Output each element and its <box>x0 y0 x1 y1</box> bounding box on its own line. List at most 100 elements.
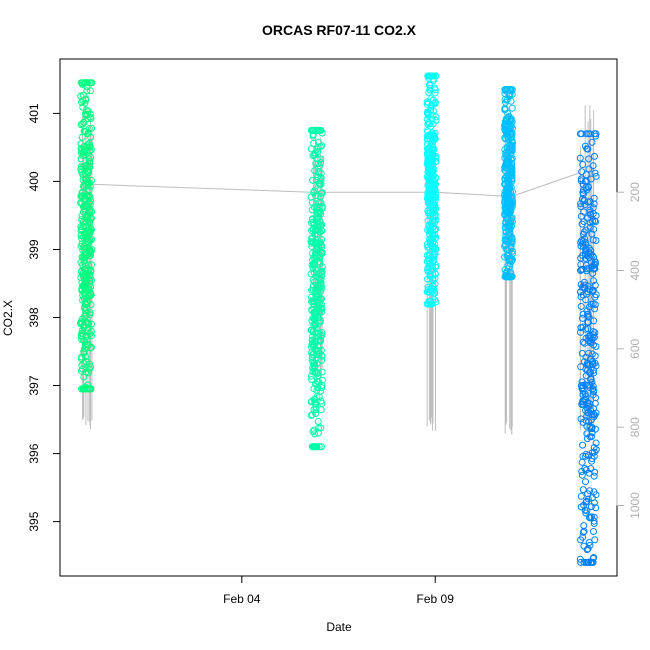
data-point <box>589 269 597 277</box>
data-point <box>315 347 323 354</box>
data-point <box>577 267 584 274</box>
data-point <box>312 160 320 168</box>
data-point <box>505 112 513 120</box>
data-point <box>307 372 315 380</box>
data-point <box>308 376 316 383</box>
data-point <box>86 270 94 278</box>
data-point <box>508 250 516 258</box>
data-point <box>424 243 432 251</box>
x-tick-label: Feb 09 <box>417 592 455 606</box>
data-point <box>506 225 514 233</box>
data-point <box>79 253 87 261</box>
data-point <box>576 154 584 162</box>
data-point <box>310 443 318 451</box>
data-point <box>507 273 515 281</box>
data-point <box>307 145 315 153</box>
data-point <box>591 536 599 544</box>
data-point <box>85 139 93 147</box>
data-point <box>79 365 87 373</box>
data-point <box>314 418 322 425</box>
data-point <box>85 155 93 163</box>
data-point <box>86 228 94 236</box>
data-point <box>88 327 95 335</box>
data-point <box>592 504 600 512</box>
data-point <box>432 113 440 121</box>
y2-tick-label: 200 <box>628 182 642 202</box>
y-tick-label: 397 <box>27 375 41 395</box>
data-point <box>507 242 515 250</box>
data-point <box>311 288 319 296</box>
data-point <box>585 155 593 163</box>
data-point <box>584 318 592 326</box>
data-point <box>501 121 509 129</box>
data-point <box>426 231 434 239</box>
data-point <box>578 471 586 479</box>
data-point <box>587 416 595 424</box>
data-point <box>508 90 516 98</box>
data-point <box>77 242 85 250</box>
data-point <box>582 296 590 304</box>
data-point <box>505 273 513 281</box>
data-point <box>424 72 432 80</box>
data-point <box>84 141 92 149</box>
data-point <box>584 325 592 333</box>
data-point <box>86 219 94 227</box>
data-point <box>313 386 321 394</box>
data-point <box>583 558 591 566</box>
data-point <box>587 514 595 522</box>
data-point <box>78 133 86 141</box>
data-point <box>313 245 321 253</box>
data-point <box>583 145 591 153</box>
data-point <box>316 284 324 292</box>
data-point <box>310 254 318 262</box>
data-point <box>307 411 315 419</box>
data-point <box>85 167 93 175</box>
data-points <box>77 72 600 566</box>
data-point <box>309 264 317 272</box>
data-point <box>501 198 508 206</box>
y2-tick-label: 1000 <box>628 492 642 519</box>
data-point <box>310 343 318 351</box>
data-point <box>508 147 516 154</box>
data-point <box>77 319 85 327</box>
data-point <box>590 520 598 527</box>
data-point <box>580 230 588 238</box>
data-point <box>88 79 96 87</box>
data-point <box>78 149 85 157</box>
data-point <box>592 439 600 447</box>
data-point <box>577 492 585 500</box>
data-point <box>508 202 516 210</box>
data-point <box>80 242 88 250</box>
data-point <box>80 373 88 381</box>
data-point <box>315 424 322 432</box>
data-point <box>309 249 316 257</box>
data-point <box>508 159 516 167</box>
data-point <box>501 146 509 153</box>
data-point <box>309 276 317 284</box>
data-point <box>315 378 323 386</box>
data-point <box>579 533 587 541</box>
data-point <box>424 128 432 136</box>
data-point <box>425 163 433 171</box>
data-point <box>503 96 511 103</box>
data-point <box>86 330 94 338</box>
data-point <box>592 132 600 140</box>
data-point <box>81 128 89 136</box>
data-point <box>589 286 597 294</box>
x-axis-label: Date <box>326 620 352 634</box>
data-point <box>584 359 592 367</box>
data-point <box>588 350 596 358</box>
data-point <box>590 331 598 339</box>
data-point <box>577 177 585 185</box>
data-point <box>506 260 514 268</box>
data-point <box>309 132 317 140</box>
data-point <box>503 96 511 104</box>
data-point <box>578 384 586 392</box>
plot-frame <box>59 58 618 577</box>
data-point <box>311 320 319 328</box>
data-point <box>587 175 595 183</box>
data-point <box>502 86 510 94</box>
data-point <box>312 291 320 299</box>
data-point <box>501 266 509 274</box>
data-point <box>84 381 92 389</box>
